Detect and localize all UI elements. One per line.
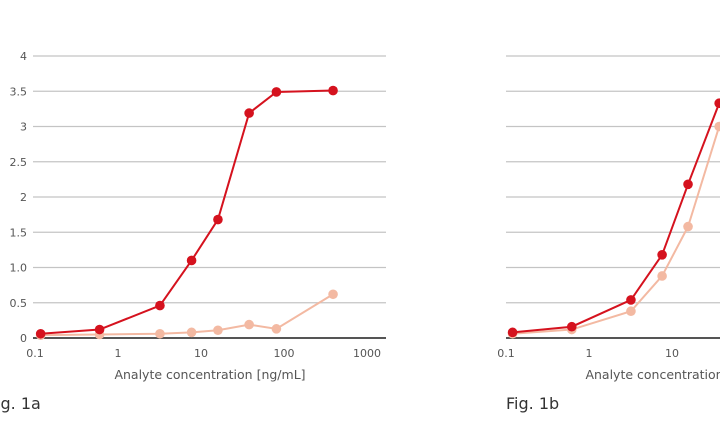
data-point-dark xyxy=(626,295,636,305)
x-tick-label: 100 xyxy=(274,347,295,360)
chart-fig-1a: 0 0.5 1.0 1.5 2 2.5 3 3.5 4 0.1 1 10 100 1000 Analyte … xyxy=(0,50,386,413)
data-point-dark xyxy=(244,108,254,118)
data-point-dark xyxy=(271,87,282,97)
data-point-dark xyxy=(155,300,165,311)
x-tick-label: 0.1 xyxy=(497,347,515,360)
data-point-dark xyxy=(94,324,105,335)
y-tick-label: 4 xyxy=(20,50,27,63)
y-tick-label: 0 xyxy=(20,332,27,345)
data-point-dark xyxy=(566,321,577,332)
data-point-light xyxy=(328,289,338,300)
data-point-light xyxy=(213,325,223,336)
data-point-light xyxy=(271,324,282,334)
data-point-light xyxy=(155,328,165,339)
data-point-dark xyxy=(328,85,338,96)
y-tick-label: 2 xyxy=(20,191,27,204)
x-tick-label: 1 xyxy=(586,347,593,360)
y-tick-label: 3.5 xyxy=(10,85,28,98)
y-tick-label: 1.0 xyxy=(10,262,28,275)
data-point-light xyxy=(714,121,720,132)
data-point-dark xyxy=(657,250,667,260)
chart-fig-1b: 0.1 1 10 Analyte concentration [ng/mL] Fig. … xyxy=(497,55,720,413)
x-tick-label: 1000 xyxy=(353,347,381,360)
figure-caption: Fig. 1a xyxy=(0,394,41,413)
series-line-dark xyxy=(40,89,334,335)
x-tick-label: 0.1 xyxy=(26,347,44,360)
data-point-dark xyxy=(714,98,720,109)
x-axis-label: Analyte concentration [ng/mL] xyxy=(585,367,720,382)
data-point-light xyxy=(683,221,693,232)
data-point-dark xyxy=(213,214,223,225)
x-tick-label: 10 xyxy=(665,347,679,360)
data-point-light xyxy=(626,306,636,317)
data-point-dark xyxy=(186,255,197,266)
x-axis-label: Analyte concentration [ng/mL] xyxy=(114,367,305,382)
data-point-dark xyxy=(35,328,46,339)
y-tick-label: 0.5 xyxy=(10,297,28,310)
y-tick-label: 3 xyxy=(20,121,27,134)
data-point-light xyxy=(657,271,667,281)
y-tick-label: 2.5 xyxy=(10,156,28,169)
figure-caption: Fig. 1b xyxy=(506,394,559,413)
data-point-light xyxy=(186,327,197,338)
series-line-dark xyxy=(512,102,720,334)
x-tick-label: 10 xyxy=(194,347,208,360)
y-tick-label: 1.5 xyxy=(10,226,28,239)
data-point-light xyxy=(244,319,254,330)
data-point-dark xyxy=(507,327,518,338)
series-line-light xyxy=(40,293,334,337)
x-tick-label: 1 xyxy=(115,347,122,360)
data-point-dark xyxy=(683,179,693,190)
series-line-light xyxy=(512,126,720,335)
